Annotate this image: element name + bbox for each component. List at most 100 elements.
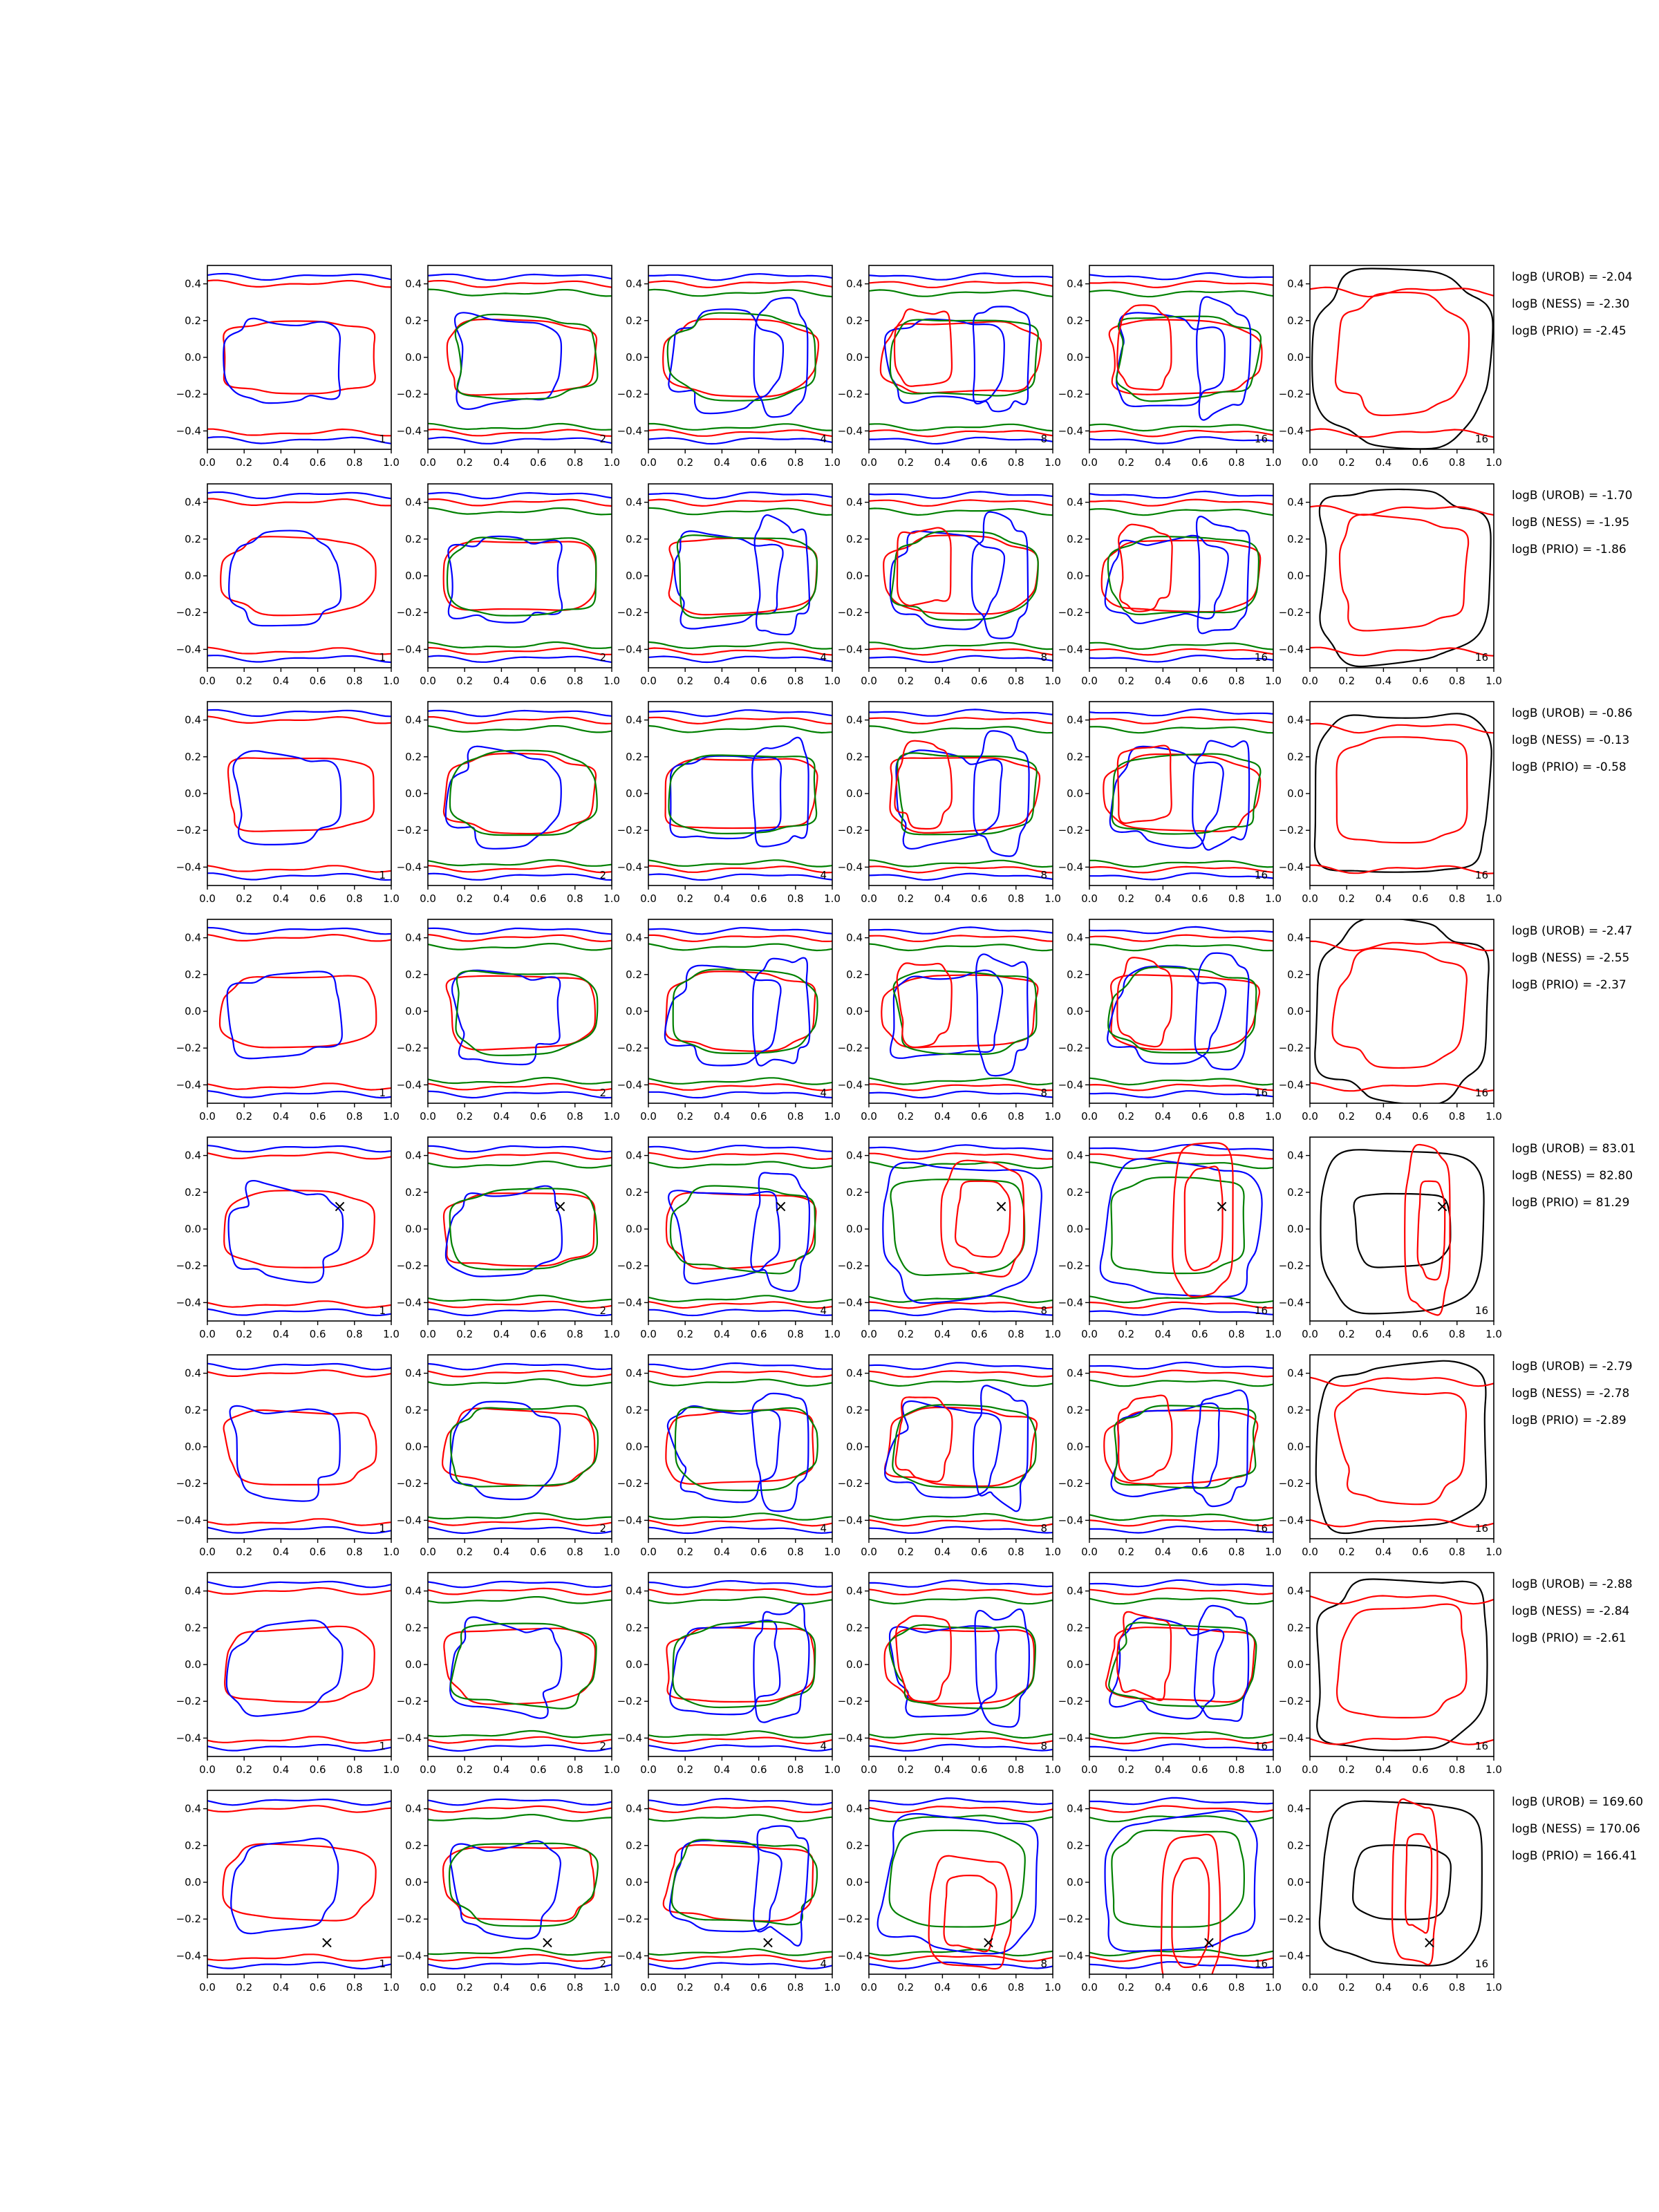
contour-lines <box>207 1362 391 1535</box>
y-tick-label: 0.2 <box>185 533 201 545</box>
contour-green-blob <box>676 534 818 619</box>
contour-blue-blob <box>883 318 1005 404</box>
x-tick-label: 0.8 <box>1449 1110 1465 1123</box>
contour-green-bottom <box>648 1077 832 1085</box>
y-tick-label: 0.0 <box>846 1005 863 1018</box>
y-tick-label: 0.2 <box>1287 315 1304 327</box>
x-tick-label: 0.6 <box>751 1981 767 1994</box>
contour-green-blob <box>672 1620 816 1709</box>
x-tick-label: 0.0 <box>861 1110 877 1123</box>
x-tick-label: 0.6 <box>310 892 326 905</box>
contour-blue-bottom <box>1089 1308 1273 1316</box>
contour-lines <box>1089 1579 1273 1752</box>
panel-r7-c1: 0.4 0.2 0.0 −0.2 −0.4 0.0 0.2 0.4 0.6 0.8 1.0 1 <box>176 1572 400 1776</box>
x-tick-label: 0.6 <box>1412 1328 1429 1340</box>
contour-blue-bottom <box>428 872 612 881</box>
contour-blue-bottom <box>428 1744 612 1752</box>
x-tick-label: 0.2 <box>1118 1110 1134 1123</box>
contour-red-blob <box>442 1846 595 1922</box>
contour-black-outer <box>1318 1800 1483 1967</box>
panel-r8-c5: × 0.4 0.2 0.0 −0.2 −0.4 0.0 0.2 0.4 0.6 0.8 1.0 16 <box>1058 1790 1282 1994</box>
axes-frame <box>207 1354 392 1539</box>
contour-red-top <box>1089 934 1273 942</box>
y-tick-label: 0.0 <box>846 1658 863 1671</box>
y-tick-label: 0.0 <box>185 1441 201 1453</box>
contour-blue-top <box>648 1362 832 1371</box>
y-tick-label: 0.4 <box>1067 1150 1083 1162</box>
contour-green-blob <box>892 1404 1037 1488</box>
panel-r8-c2: × 0.4 0.2 0.0 −0.2 −0.4 0.0 0.2 0.4 0.6 0.8 1.0 2 <box>397 1790 620 1994</box>
x-tick-label: 0.0 <box>1302 1328 1318 1340</box>
y-tick-label: 0.4 <box>405 1585 422 1597</box>
contour-red-top <box>1089 1805 1273 1813</box>
contour-red-top <box>648 1152 832 1161</box>
contour-lines <box>1310 1360 1494 1535</box>
panel-tag: 16 <box>1475 869 1488 881</box>
contour-red-bottom <box>1089 1954 1273 1962</box>
y-tick-label: 0.4 <box>1287 1585 1304 1597</box>
contour-blue-top <box>428 1145 612 1153</box>
panel-tag: 4 <box>820 1087 827 1099</box>
x-tick-label: 0.0 <box>1081 1110 1098 1123</box>
contour-green-bottom <box>1089 1731 1273 1739</box>
x-tick-label: 0.8 <box>787 1763 804 1776</box>
y-tick-label: −0.4 <box>176 861 201 873</box>
contour-blue-top <box>428 491 612 500</box>
panel-tag: 8 <box>1040 1087 1047 1099</box>
panel-r3-c6: 0.4 0.2 0.0 −0.2 −0.4 0.0 0.2 0.4 0.6 0.8 1.0 16 <box>1279 701 1502 905</box>
y-tick-label: −0.4 <box>1279 1732 1304 1744</box>
contour-red-outer <box>1404 1143 1451 1316</box>
contour-green-blob <box>449 1622 597 1709</box>
contour-green-top <box>428 1596 612 1604</box>
contour-red-blob <box>222 1843 377 1922</box>
x-tick-label: 0.2 <box>1118 675 1134 687</box>
x-tick-label: 0.0 <box>640 456 657 469</box>
x-tick-label: 0.8 <box>1449 1763 1465 1776</box>
logb-stat-r1-1: logB (UROB) = -2.04 <box>1512 270 1633 284</box>
contour-red-top <box>869 281 1053 289</box>
panel-r7-c6: 0.4 0.2 0.0 −0.2 −0.4 0.0 0.2 0.4 0.6 0.8 1.0 16 <box>1279 1572 1502 1776</box>
contour-blue-bottom <box>207 655 391 664</box>
y-tick-label: 0.4 <box>1067 932 1083 944</box>
panel-tag: 1 <box>379 433 386 445</box>
y-tick-label: 0.2 <box>185 751 201 763</box>
x-tick-label: 0.6 <box>310 1981 326 1994</box>
x-tick-label: 0.8 <box>1008 1328 1024 1340</box>
contour-blue-blob <box>889 969 1004 1059</box>
x-tick-label: 1.0 <box>824 1328 841 1340</box>
x-tick-label: 0.6 <box>310 1110 326 1123</box>
panel-tag: 16 <box>1255 1522 1268 1535</box>
x-tick-label: 1.0 <box>1265 1110 1282 1123</box>
contour-blue-bottom <box>1089 872 1273 881</box>
contour-blue-blob <box>227 1180 344 1284</box>
y-tick-label: 0.4 <box>846 1585 863 1597</box>
y-tick-label: −0.4 <box>838 643 863 655</box>
contour-lines <box>207 491 391 664</box>
contour-blue-blob <box>666 1405 781 1503</box>
y-tick-label: 0.2 <box>846 751 863 763</box>
x-tick-label: 0.8 <box>787 456 804 469</box>
contour-blue-blob <box>1109 1617 1225 1720</box>
x-tick-label: 0.0 <box>199 1981 216 1994</box>
panel-tag: 8 <box>1040 869 1047 881</box>
panel-tag: 1 <box>379 1304 386 1317</box>
panel-r6-c2: 0.4 0.2 0.0 −0.2 −0.4 0.0 0.2 0.4 0.6 0.8 1.0 2 <box>397 1354 620 1558</box>
y-tick-label: 0.0 <box>185 351 201 364</box>
y-tick-label: 0.2 <box>1067 315 1083 327</box>
x-tick-label: 0.0 <box>420 675 436 687</box>
y-tick-label: 0.0 <box>405 1876 422 1888</box>
y-tick-label: −0.2 <box>838 1477 863 1490</box>
y-tick-label: −0.4 <box>1279 1296 1304 1309</box>
y-tick-label: −0.4 <box>838 1732 863 1744</box>
peak-marker: × <box>1202 1933 1216 1952</box>
contour-red-inner <box>1335 736 1468 844</box>
contour-green-top <box>648 288 832 298</box>
contour-red-top <box>428 716 612 725</box>
contour-blue-blob <box>449 1616 563 1719</box>
panel-r6-c6: 0.4 0.2 0.0 −0.2 −0.4 0.0 0.2 0.4 0.6 0.8 1.0 16 <box>1279 1354 1502 1558</box>
peak-marker: × <box>1435 1197 1449 1216</box>
x-tick-label: 0.4 <box>713 1763 730 1776</box>
x-tick-label: 0.4 <box>493 892 509 905</box>
contour-blue-top <box>207 272 391 281</box>
x-tick-label: 0.2 <box>236 456 252 469</box>
